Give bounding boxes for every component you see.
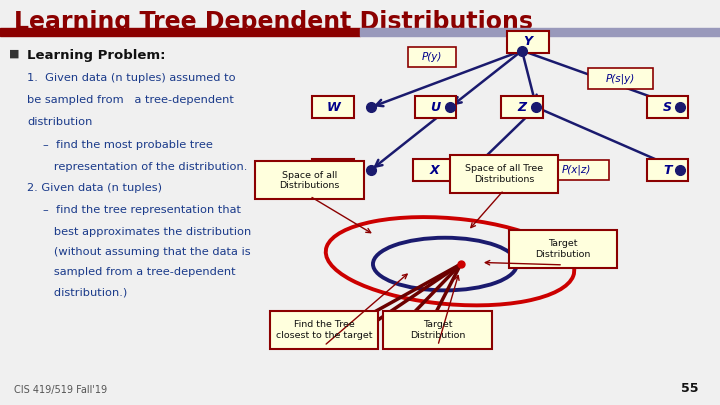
- FancyBboxPatch shape: [413, 159, 455, 181]
- FancyBboxPatch shape: [508, 230, 618, 268]
- Text: V: V: [328, 164, 338, 177]
- Text: P(x|z): P(x|z): [562, 165, 590, 175]
- Text: U: U: [431, 101, 441, 114]
- Text: Space of all
Distributions: Space of all Distributions: [279, 171, 340, 190]
- Text: CIS 419/519 Fall'19: CIS 419/519 Fall'19: [14, 385, 107, 395]
- Text: be sampled from   a tree-dependent: be sampled from a tree-dependent: [27, 95, 234, 105]
- Text: W: W: [326, 101, 341, 114]
- FancyBboxPatch shape: [588, 68, 654, 89]
- Text: Target
Distribution: Target Distribution: [536, 239, 590, 259]
- FancyBboxPatch shape: [647, 96, 688, 118]
- Text: sampled from a tree-dependent: sampled from a tree-dependent: [43, 267, 236, 277]
- Text: 1.  Given data (n tuples) assumed to: 1. Given data (n tuples) assumed to: [27, 73, 236, 83]
- FancyBboxPatch shape: [408, 47, 456, 67]
- Text: Find the Tree
closest to the target: Find the Tree closest to the target: [276, 320, 372, 340]
- Text: Y: Y: [523, 35, 532, 48]
- FancyBboxPatch shape: [449, 155, 559, 193]
- FancyBboxPatch shape: [312, 96, 354, 118]
- FancyBboxPatch shape: [383, 311, 492, 349]
- FancyBboxPatch shape: [312, 159, 354, 181]
- FancyBboxPatch shape: [507, 31, 549, 53]
- Text: T: T: [663, 164, 672, 177]
- Text: P(y): P(y): [422, 52, 442, 62]
- Text: Z: Z: [518, 101, 526, 114]
- Text: Learning Problem:: Learning Problem:: [27, 49, 166, 62]
- Text: ■: ■: [9, 49, 19, 59]
- Text: best approximates the distribution: best approximates the distribution: [43, 227, 251, 237]
- FancyBboxPatch shape: [501, 96, 543, 118]
- Text: (without assuming that the data is: (without assuming that the data is: [43, 247, 251, 257]
- FancyBboxPatch shape: [255, 161, 364, 199]
- Text: 55: 55: [681, 382, 698, 395]
- Text: representation of the distribution.: representation of the distribution.: [43, 162, 248, 172]
- Text: distribution: distribution: [27, 117, 93, 128]
- Text: Target
Distribution: Target Distribution: [410, 320, 465, 340]
- FancyBboxPatch shape: [544, 160, 609, 180]
- FancyBboxPatch shape: [647, 159, 688, 181]
- Text: P(s|y): P(s|y): [606, 73, 635, 84]
- Bar: [360, 28, 720, 36]
- Text: Space of all Tree
Distributions: Space of all Tree Distributions: [465, 164, 543, 184]
- FancyBboxPatch shape: [415, 96, 456, 118]
- Text: distribution.): distribution.): [43, 288, 127, 298]
- Text: S: S: [663, 101, 672, 114]
- Text: –  find the tree representation that: – find the tree representation that: [43, 205, 241, 215]
- FancyBboxPatch shape: [269, 311, 379, 349]
- Text: X: X: [429, 164, 439, 177]
- Bar: [0, 28, 360, 36]
- Text: –  find the most probable tree: – find the most probable tree: [43, 140, 213, 150]
- Text: 2. Given data (n tuples): 2. Given data (n tuples): [27, 183, 163, 193]
- Text: Learning Tree Dependent Distributions: Learning Tree Dependent Distributions: [14, 10, 534, 34]
